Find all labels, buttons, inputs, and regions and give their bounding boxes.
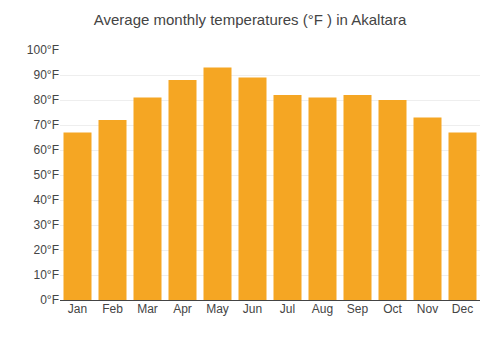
svg-text:Jan: Jan xyxy=(68,302,87,316)
svg-text:Jun: Jun xyxy=(243,302,262,316)
svg-text:20°F: 20°F xyxy=(34,243,59,257)
svg-text:40°F: 40°F xyxy=(34,193,59,207)
svg-text:Oct: Oct xyxy=(383,302,402,316)
svg-text:Jul: Jul xyxy=(280,302,295,316)
svg-text:Aug: Aug xyxy=(312,302,333,316)
svg-text:Mar: Mar xyxy=(137,302,158,316)
svg-text:30°F: 30°F xyxy=(34,218,59,232)
svg-text:Apr: Apr xyxy=(173,302,192,316)
svg-text:0°F: 0°F xyxy=(40,293,59,307)
svg-text:80°F: 80°F xyxy=(34,93,59,107)
svg-text:70°F: 70°F xyxy=(34,118,59,132)
svg-text:10°F: 10°F xyxy=(34,268,59,282)
svg-text:90°F: 90°F xyxy=(34,68,59,82)
svg-text:Sep: Sep xyxy=(347,302,369,316)
svg-text:Dec: Dec xyxy=(452,302,473,316)
svg-text:Average monthly temperatures (: Average monthly temperatures (°F ) in Ak… xyxy=(94,11,407,28)
svg-text:50°F: 50°F xyxy=(34,168,59,182)
svg-text:Nov: Nov xyxy=(417,302,438,316)
svg-text:Feb: Feb xyxy=(102,302,123,316)
svg-text:100°F: 100°F xyxy=(27,43,59,57)
svg-text:60°F: 60°F xyxy=(34,143,59,157)
svg-text:May: May xyxy=(206,302,229,316)
